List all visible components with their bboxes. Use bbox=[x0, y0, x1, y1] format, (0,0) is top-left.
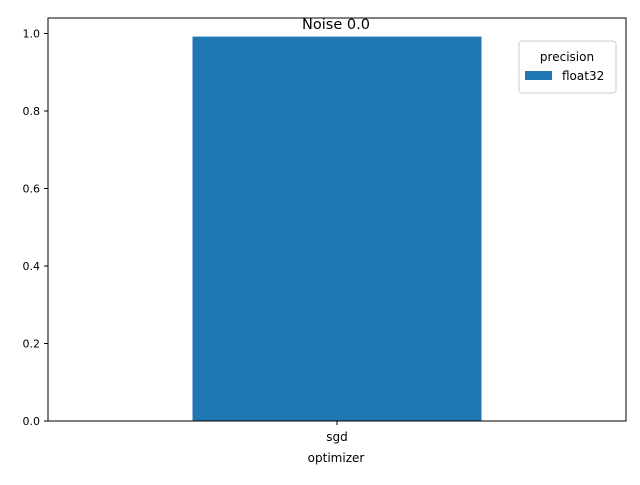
x-axis: sgd bbox=[326, 421, 348, 444]
y-tick-label: 0.4 bbox=[23, 260, 41, 273]
y-tick-label: 0.0 bbox=[23, 415, 41, 428]
y-tick-label: 0.6 bbox=[23, 183, 41, 196]
chart-title: Noise 0.0 bbox=[302, 17, 370, 33]
bars bbox=[192, 36, 482, 421]
legend-title: precision bbox=[540, 50, 594, 64]
legend-frame bbox=[518, 40, 617, 94]
y-tick-label: 0.2 bbox=[23, 338, 41, 351]
plot-frame bbox=[47, 17, 627, 422]
legend-label: float32 bbox=[562, 69, 604, 83]
x-axis-label: optimizer bbox=[308, 451, 365, 465]
legend-swatch bbox=[525, 71, 552, 80]
y-tick-label: 0.8 bbox=[23, 105, 41, 118]
legend: precision float32 bbox=[518, 40, 617, 94]
y-axis: 0.0 0.2 0.4 0.6 0.8 1.0 bbox=[23, 28, 48, 428]
bar-sgd-float32 bbox=[192, 36, 482, 421]
x-tick-label: sgd bbox=[326, 430, 348, 444]
y-tick-label: 1.0 bbox=[23, 28, 41, 41]
